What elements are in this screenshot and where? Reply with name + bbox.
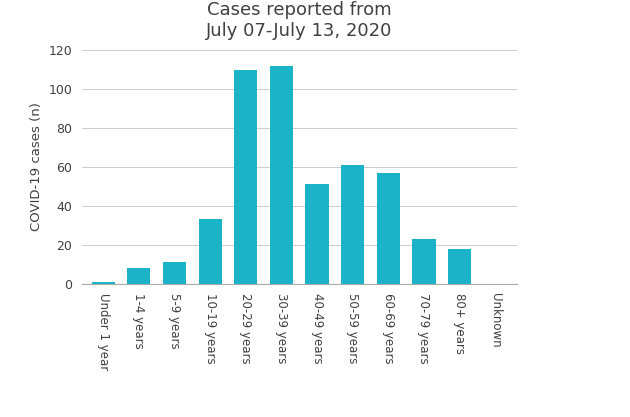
Bar bbox=[306, 184, 329, 284]
Bar bbox=[413, 239, 435, 284]
Bar bbox=[92, 281, 115, 284]
Bar bbox=[198, 219, 222, 284]
Bar bbox=[163, 262, 186, 284]
Y-axis label: COVID-19 cases (n): COVID-19 cases (n) bbox=[30, 102, 43, 231]
Bar bbox=[377, 173, 400, 284]
Bar bbox=[341, 165, 364, 284]
Bar bbox=[270, 65, 293, 284]
Bar bbox=[234, 70, 258, 284]
Bar bbox=[127, 268, 151, 284]
Bar bbox=[448, 249, 471, 284]
Title: Cases reported from
July 07-July 13, 2020: Cases reported from July 07-July 13, 202… bbox=[206, 1, 392, 40]
